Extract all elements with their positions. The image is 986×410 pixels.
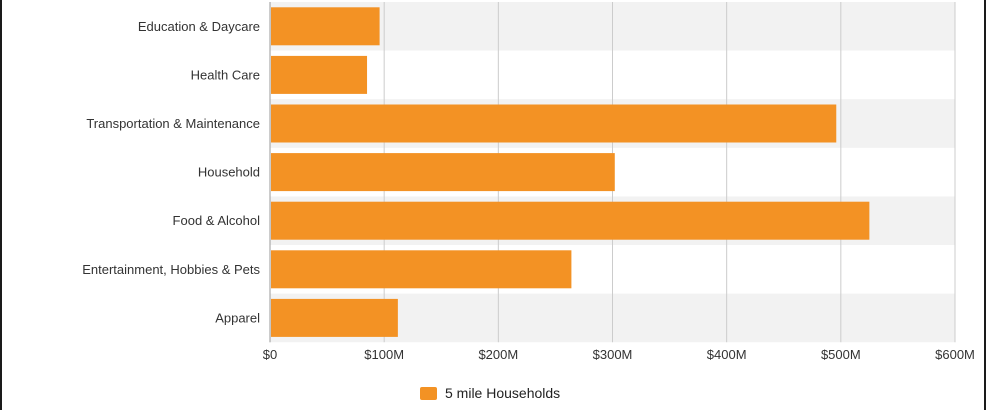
legend-swatch[interactable] <box>420 387 437 400</box>
legend[interactable]: 5 mile Households <box>420 385 560 401</box>
bar-transportation-maintenance[interactable] <box>271 104 837 143</box>
bars <box>271 7 870 337</box>
bar-entertainment-hobbies-pets[interactable] <box>271 250 572 289</box>
x-tick-label-600: $600M <box>935 347 975 362</box>
bar-food-alcohol[interactable] <box>271 201 870 240</box>
x-tick-label-0: $0 <box>263 347 277 362</box>
x-tick-label-200: $200M <box>478 347 518 362</box>
bar-health-care[interactable] <box>271 55 368 94</box>
category-label-transportation-maintenance: Transportation & Maintenance <box>86 116 260 131</box>
x-tick-labels: $0 $100M $200M $300M $400M $500M $600M <box>263 347 975 362</box>
bar-apparel[interactable] <box>271 298 398 337</box>
category-label-education-daycare: Education & Daycare <box>138 19 260 34</box>
category-label-health-care: Health Care <box>191 67 260 82</box>
x-tick-label-500: $500M <box>821 347 861 362</box>
category-label-household: Household <box>198 165 260 180</box>
category-label-food-alcohol: Food & Alcohol <box>173 213 261 228</box>
x-tick-label-300: $300M <box>593 347 633 362</box>
category-label-entertainment-hobbies-pets: Entertainment, Hobbies & Pets <box>82 262 260 277</box>
x-tick-label-400: $400M <box>707 347 747 362</box>
category-label-apparel: Apparel <box>215 310 260 325</box>
category-labels: Education & Daycare Health Care Transporta… <box>82 19 260 326</box>
legend-label[interactable]: 5 mile Households <box>445 385 560 401</box>
bar-household[interactable] <box>271 153 615 192</box>
x-tick-label-100: $100M <box>364 347 404 362</box>
bar-education-daycare[interactable] <box>271 7 380 46</box>
